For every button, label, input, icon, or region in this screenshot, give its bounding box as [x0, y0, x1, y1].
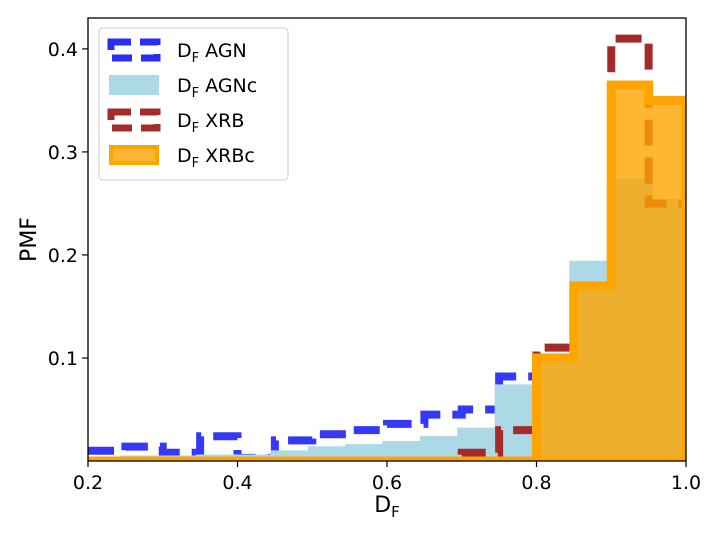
legend-swatch-xrb — [107, 108, 161, 132]
x-tick-label: 0.6 — [372, 472, 402, 494]
x-tick-label: 1.0 — [671, 472, 701, 494]
ticks-layer: 0.2 0.4 0.6 0.8 1.0 0.1 0.2 0.3 0.4 — [48, 39, 701, 494]
x-tick-label: 0.4 — [222, 472, 252, 494]
legend-swatch-xrbc — [109, 145, 159, 165]
y-tick-label: 0.2 — [48, 245, 78, 267]
legend: DF AGN DF AGNc DF XRB DF XRBc — [98, 27, 289, 181]
series-xrbc-histogram — [88, 80, 686, 461]
y-tick-label: 0.4 — [48, 39, 78, 61]
series-xrb-histogram — [88, 34, 686, 461]
legend-box — [98, 27, 289, 181]
legend-swatch-agn — [107, 38, 161, 62]
x-tick-label: 0.2 — [73, 472, 103, 494]
legend-label-xrbc: DF XRBc — [177, 145, 255, 171]
legend-label-agn: DF AGN — [177, 40, 247, 66]
x-axis-label: DF — [374, 493, 400, 521]
y-tick-label: 0.1 — [48, 348, 78, 370]
y-tick-label: 0.3 — [48, 142, 78, 164]
x-axis-label-main: D — [374, 493, 391, 518]
x-tick-label: 0.8 — [521, 472, 551, 494]
series-layer — [88, 34, 686, 461]
legend-label-xrb: DF XRB — [177, 110, 244, 136]
y-axis-label: PMF — [17, 217, 42, 262]
x-axis-label-sub: F — [391, 503, 400, 521]
legend-label-agnc: DF AGNc — [177, 75, 257, 101]
legend-swatch-agnc — [109, 75, 159, 95]
